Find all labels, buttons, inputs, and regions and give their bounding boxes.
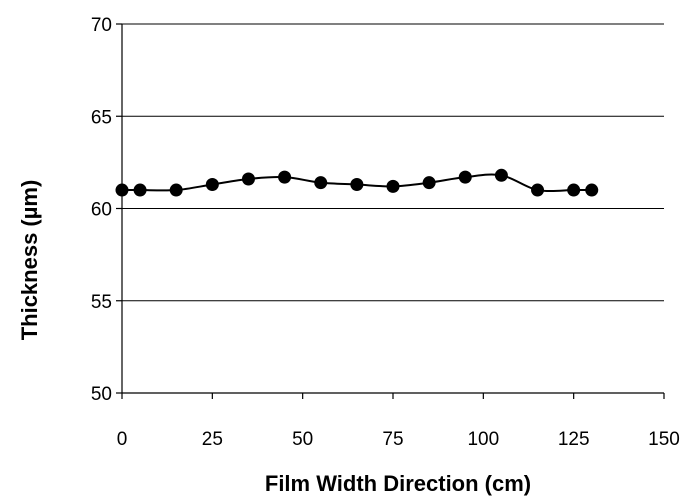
x-tick-label: 100	[467, 429, 499, 450]
data-point	[314, 176, 328, 190]
data-point	[115, 183, 129, 197]
data-point	[494, 168, 508, 182]
x-axis-title: Film Width Direction (cm)	[265, 471, 531, 496]
data-point	[585, 183, 599, 197]
y-tick-label: 70	[91, 15, 112, 36]
data-point	[133, 183, 147, 197]
axes	[116, 23, 665, 399]
y-axis-title: Thickness (µm)	[17, 180, 42, 341]
x-tick-label: 0	[117, 429, 128, 450]
y-tick-label: 55	[91, 292, 112, 313]
x-tick-label: 125	[558, 429, 590, 450]
data-point	[567, 183, 581, 197]
gridlines	[122, 23, 664, 302]
y-tick-label: 60	[91, 200, 112, 221]
data-point	[169, 183, 183, 197]
data-point	[278, 170, 292, 184]
x-tick-label: 25	[202, 429, 223, 450]
tick-labels: 50 55 60 65 70 0 25 50 75 100 125 150	[91, 15, 680, 450]
data-point	[241, 172, 255, 186]
data-point	[350, 178, 364, 192]
x-tick-label: 50	[292, 429, 313, 450]
y-tick-label: 65	[91, 107, 112, 128]
data-point	[422, 176, 436, 190]
series-thickness	[115, 168, 599, 197]
data-point	[205, 178, 219, 192]
x-tick-label: 150	[648, 429, 680, 450]
y-tick-label: 50	[91, 384, 112, 405]
data-point	[458, 170, 472, 184]
x-tick-label: 75	[382, 429, 403, 450]
data-point	[386, 179, 400, 193]
data-point	[531, 183, 545, 197]
